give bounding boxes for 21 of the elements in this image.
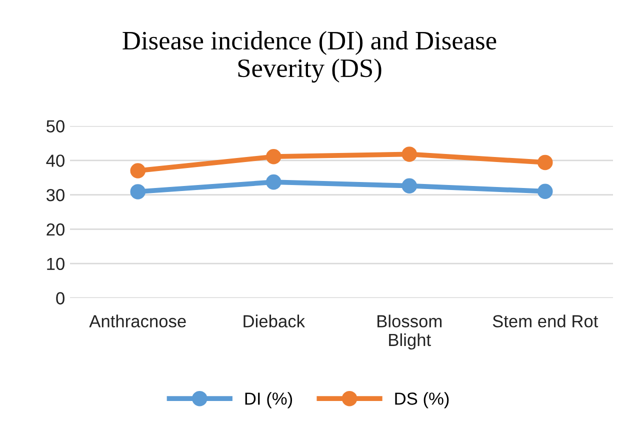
point	[130, 163, 146, 178]
point	[266, 148, 282, 164]
point	[130, 184, 146, 200]
legend-label: DS (%)	[395, 392, 449, 408]
chart-title: Disease incidence (DI) and Disease Severity (DS)	[122, 31, 496, 83]
point	[266, 174, 282, 190]
point	[537, 184, 553, 199]
x-tick-label: Stem end Rot	[492, 314, 598, 328]
y-tick-label: 50	[46, 120, 64, 132]
y-tick-label: 10	[47, 258, 64, 270]
x-tick-label: Anthracnose	[89, 314, 186, 328]
point	[537, 154, 553, 170]
point	[402, 178, 418, 194]
y-tick-label: 0	[56, 292, 64, 304]
legend-label: DI (%)	[245, 392, 292, 408]
y-tick-label: 40	[46, 154, 64, 167]
y-tick-label: 20	[46, 223, 64, 236]
x-tick-label: Dieback	[244, 314, 306, 328]
x-tick-label: Blossom Blight	[378, 314, 442, 350]
y-tick-label: 30	[46, 188, 64, 202]
point	[402, 146, 418, 162]
